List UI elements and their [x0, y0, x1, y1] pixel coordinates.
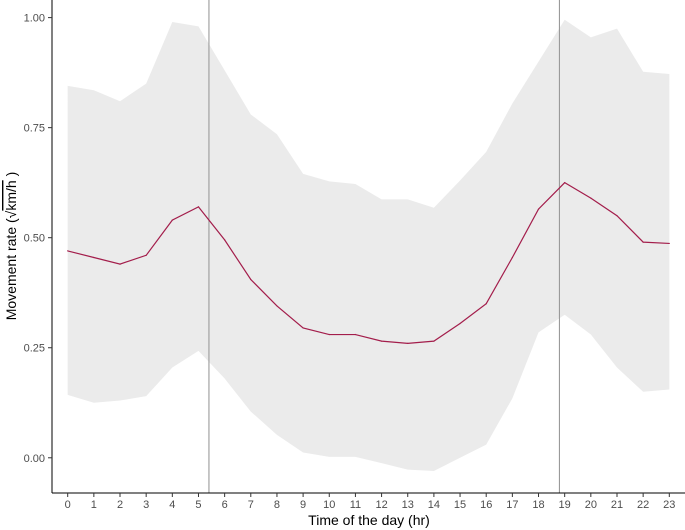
y-axis-title: Movement rate (√km/h )	[3, 172, 19, 321]
data-point	[302, 327, 304, 329]
y-tick-label: 0.00	[24, 453, 45, 465]
x-axis-title: Time of the day (hr)	[308, 512, 430, 528]
x-axis-ticks: 0 1 2 3 4 5 6 7 8 9 10 11 12 13 14 15 16 17 18 19 20 21 22 23	[65, 493, 675, 511]
x-tick-label: 9	[300, 499, 306, 511]
y-axis-title-radical: √	[3, 210, 19, 218]
data-point	[511, 256, 513, 259]
data-point	[616, 215, 618, 217]
data-point	[590, 197, 592, 199]
y-axis-title-suffix: )	[3, 172, 19, 181]
data-point	[328, 333, 330, 336]
series-line-layer	[67, 181, 670, 344]
data-point	[380, 340, 383, 342]
data-point	[250, 278, 252, 281]
x-tick-label: 0	[65, 499, 71, 511]
y-axis-title-text: Movement rate (√km/h )	[3, 172, 19, 321]
y-tick-label: 0.75	[24, 123, 45, 135]
data-point	[459, 322, 461, 325]
x-tick-label: 13	[402, 499, 414, 511]
x-tick-label: 11	[350, 499, 361, 511]
data-point	[407, 342, 409, 344]
data-point	[145, 254, 147, 256]
data-point	[537, 208, 540, 210]
y-axis-title-unit: km/h	[3, 180, 19, 210]
data-point	[433, 340, 435, 342]
x-tick-label: 5	[195, 499, 201, 511]
x-tick-label: 19	[559, 499, 571, 511]
x-tick-label: 10	[323, 499, 335, 511]
axes	[51, 0, 685, 494]
x-tick-label: 22	[637, 499, 649, 511]
band-area	[67, 19, 670, 471]
y-tick-label: 1.00	[24, 13, 45, 25]
series-line-0	[67, 181, 670, 344]
y-axis-title-prefix: Movement rate (	[3, 218, 19, 320]
x-tick-label: 3	[143, 499, 149, 511]
data-point	[93, 256, 95, 259]
data-point	[354, 333, 357, 336]
x-tick-label: 20	[585, 499, 597, 511]
data-point	[67, 250, 69, 252]
data-point	[276, 305, 278, 307]
data-point	[171, 219, 173, 221]
y-tick-label: 0.25	[24, 343, 45, 355]
x-tick-label: 14	[428, 499, 440, 511]
data-point	[668, 242, 670, 245]
data-point	[642, 241, 644, 243]
x-tick-label: 15	[454, 499, 466, 511]
y-tick-label: 0.50	[24, 233, 45, 245]
x-tick-label: 17	[506, 499, 518, 511]
x-tick-label: 16	[480, 499, 492, 511]
x-tick-label: 23	[663, 499, 675, 511]
x-tick-label: 2	[117, 499, 123, 511]
x-tick-label: 7	[248, 499, 254, 511]
data-point	[224, 239, 226, 241]
data-point	[197, 206, 200, 208]
x-tick-label: 21	[611, 499, 623, 511]
x-tick-label: 12	[375, 499, 387, 511]
x-tick-label: 8	[274, 499, 280, 511]
data-point	[564, 182, 566, 184]
x-tick-label: 6	[222, 499, 228, 511]
data-point	[119, 263, 121, 265]
data-point	[485, 303, 487, 305]
vertical-reference-lines	[208, 0, 560, 493]
y-axis-ticks: 0.00 0.25 0.50 0.75 1.00	[24, 13, 52, 465]
x-tick-label: 18	[532, 499, 544, 511]
x-tick-label: 4	[169, 499, 175, 511]
x-tick-label: 1	[91, 499, 97, 511]
confidence-band	[67, 19, 670, 471]
